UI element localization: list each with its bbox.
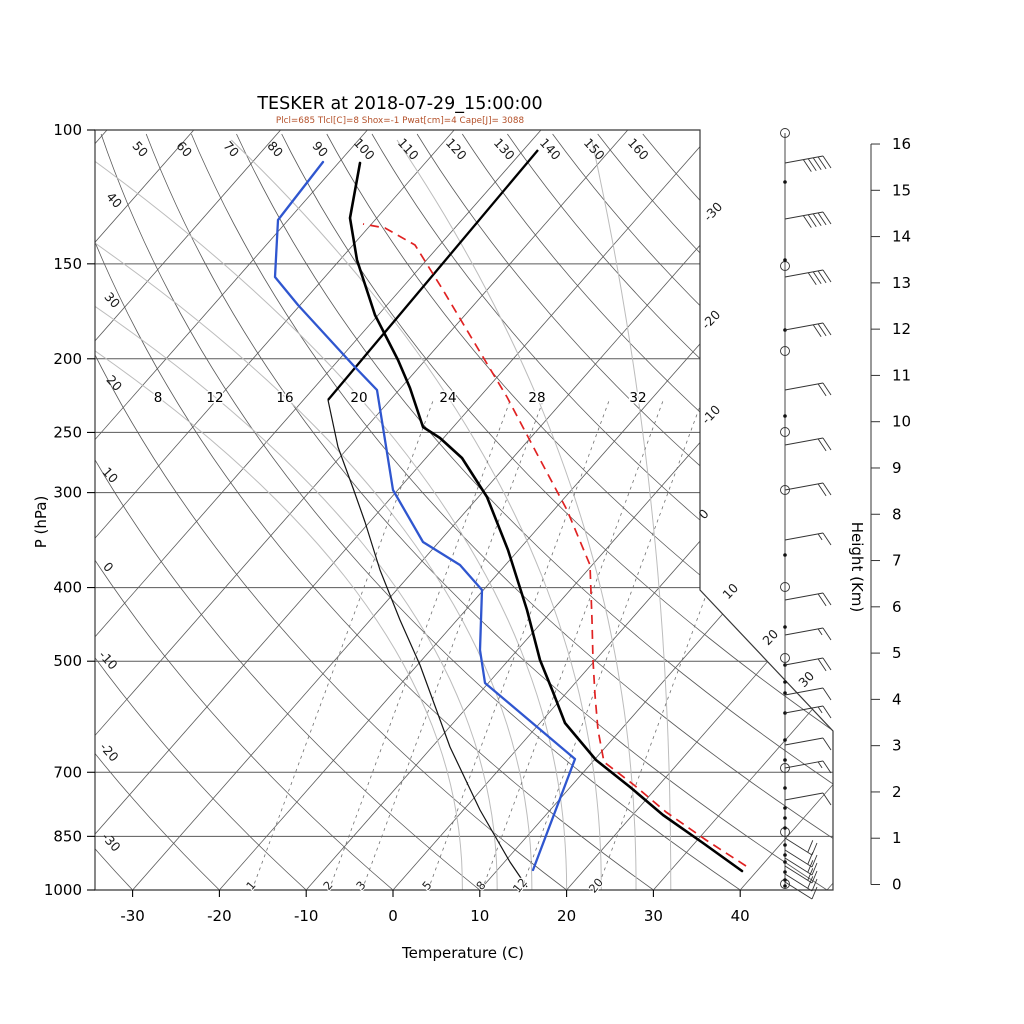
- svg-text:12: 12: [206, 390, 223, 406]
- svg-text:0: 0: [695, 506, 711, 522]
- svg-text:-20: -20: [207, 907, 232, 925]
- svg-text:1: 1: [892, 829, 902, 847]
- svg-text:10: 10: [719, 580, 741, 602]
- svg-text:50: 50: [129, 138, 151, 160]
- svg-text:20: 20: [350, 390, 367, 406]
- svg-text:9: 9: [892, 459, 902, 477]
- svg-text:12: 12: [510, 875, 530, 895]
- svg-text:400: 400: [53, 579, 82, 597]
- svg-text:14: 14: [892, 228, 911, 246]
- svg-text:-10: -10: [698, 402, 723, 427]
- pressure-axis-label: P (hPa): [32, 496, 50, 549]
- svg-text:1000: 1000: [44, 881, 82, 899]
- svg-text:40: 40: [103, 189, 125, 211]
- svg-text:4: 4: [892, 690, 902, 708]
- svg-text:10: 10: [892, 413, 911, 431]
- svg-text:6: 6: [892, 598, 902, 616]
- svg-text:12: 12: [892, 320, 911, 338]
- svg-text:-10: -10: [96, 647, 121, 672]
- svg-text:10: 10: [99, 464, 121, 486]
- svg-text:70: 70: [220, 138, 242, 160]
- svg-text:-10: -10: [294, 907, 319, 925]
- svg-text:80: 80: [264, 138, 286, 160]
- svg-text:13: 13: [892, 274, 911, 292]
- temperature-curve: [348, 161, 744, 873]
- svg-text:16: 16: [276, 390, 293, 406]
- sounding-profiles: [273, 149, 747, 888]
- svg-text:20: 20: [103, 372, 125, 394]
- svg-text:110: 110: [395, 135, 422, 163]
- svg-text:-30: -30: [120, 907, 145, 925]
- svg-text:32: 32: [629, 390, 646, 406]
- svg-text:3: 3: [892, 737, 902, 755]
- svg-text:-20: -20: [698, 307, 723, 332]
- svg-text:250: 250: [53, 423, 82, 441]
- temperature-axis-label: Temperature (C): [401, 944, 524, 962]
- svg-text:20: 20: [557, 907, 576, 925]
- svg-text:850: 850: [53, 827, 82, 845]
- svg-text:0: 0: [388, 907, 398, 925]
- svg-text:-30: -30: [700, 199, 725, 224]
- svg-text:300: 300: [53, 484, 82, 502]
- svg-text:140: 140: [537, 135, 564, 163]
- svg-text:700: 700: [53, 763, 82, 781]
- svg-text:15: 15: [892, 181, 911, 199]
- svg-text:200: 200: [53, 350, 82, 368]
- dewpoint-curve: [273, 160, 577, 872]
- svg-text:100: 100: [53, 121, 82, 139]
- svg-text:2: 2: [892, 783, 902, 801]
- chart-stats-subtitle: Plcl=685 Tlcl[C]=8 Shox=-1 Pwat[cm]=4 Ca…: [276, 116, 524, 126]
- svg-text:-30: -30: [99, 829, 124, 854]
- svg-text:16: 16: [892, 135, 911, 153]
- parcel-path-curve: [362, 223, 747, 867]
- svg-text:20: 20: [586, 875, 606, 895]
- svg-text:40: 40: [731, 907, 750, 925]
- svg-text:24: 24: [439, 390, 456, 406]
- skewt-gridlines: [95, 130, 833, 890]
- upper-reference-line: [327, 149, 539, 401]
- svg-text:160: 160: [625, 135, 652, 163]
- svg-text:11: 11: [892, 366, 911, 384]
- svg-text:60: 60: [173, 138, 195, 160]
- svg-text:130: 130: [491, 135, 518, 163]
- svg-text:150: 150: [581, 135, 608, 163]
- svg-text:0: 0: [892, 876, 902, 894]
- svg-text:8: 8: [154, 390, 163, 406]
- wind-barb-column: [780, 128, 832, 900]
- svg-text:10: 10: [470, 907, 489, 925]
- height-axis-label: Height (Km): [848, 522, 866, 613]
- svg-text:20: 20: [759, 626, 781, 648]
- svg-text:500: 500: [53, 652, 82, 670]
- chart-title: TESKER at 2018-07-29_15:00:00: [256, 94, 542, 114]
- svg-text:100: 100: [351, 135, 378, 163]
- svg-text:150: 150: [53, 255, 82, 273]
- svg-text:28: 28: [528, 390, 545, 406]
- parcel-moist-adiabat-line: [327, 399, 528, 888]
- svg-text:90: 90: [309, 138, 331, 160]
- svg-text:7: 7: [892, 552, 902, 570]
- svg-text:5: 5: [892, 644, 902, 662]
- svg-text:30: 30: [101, 289, 123, 311]
- svg-text:8: 8: [892, 505, 902, 523]
- svg-text:30: 30: [644, 907, 663, 925]
- svg-text:0: 0: [100, 559, 117, 575]
- svg-text:30: 30: [795, 668, 817, 690]
